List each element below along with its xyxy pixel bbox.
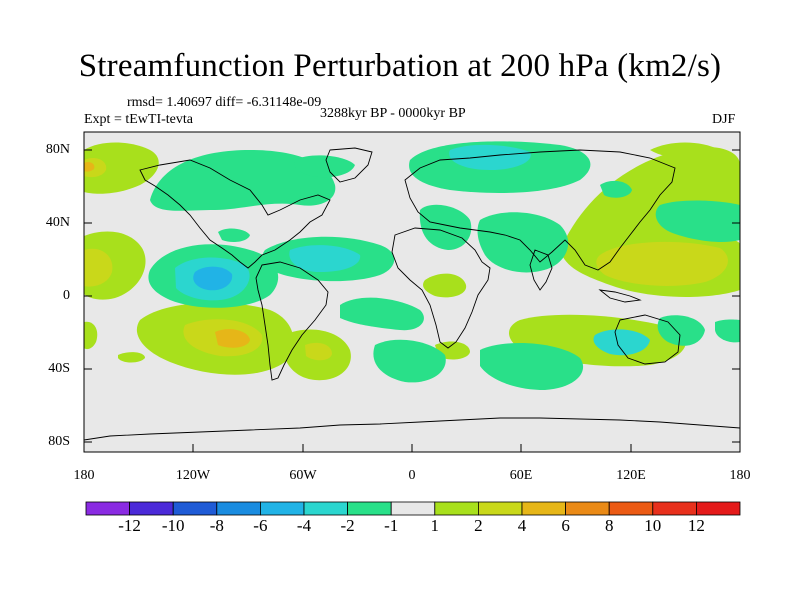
colorbar-label-9: 4	[517, 516, 527, 535]
negative-region-east-asia-north	[600, 180, 632, 198]
negative-region-south-pacific-east	[657, 315, 705, 346]
rmsd-stats: rmsd= 1.40697 diff= -6.31148e-09	[127, 95, 322, 110]
positive-region-asia-core	[596, 241, 728, 286]
negative-anomaly-regions-2	[175, 144, 650, 356]
colorbar-box-0	[85, 501, 130, 516]
colorbar-label-5: -2	[340, 516, 355, 535]
coast-indonesia	[598, 289, 642, 303]
lon-label-180-west: 180	[73, 468, 95, 483]
negative-region-tropical-atlantic-core	[289, 245, 361, 272]
negative-region-south-atlantic	[373, 339, 446, 383]
colorbar-box-3	[216, 501, 261, 516]
experiment-label: Expt = tEwTI-tevta	[84, 112, 193, 127]
lat-label-80s: 80S	[48, 434, 70, 449]
season-label: DJF	[712, 112, 736, 127]
negative-region-mediterranean	[419, 204, 472, 250]
positive-region-north-pacific	[84, 142, 159, 194]
colorbar-box-10	[521, 501, 566, 516]
positive-region-north-atlantic	[650, 142, 720, 159]
colorbar-box-4	[259, 501, 305, 516]
lat-label-40n: 40N	[45, 215, 70, 230]
lon-label-60w: 60W	[289, 468, 317, 483]
coast-greenland	[325, 147, 373, 183]
colorbar-label-12: 10	[644, 516, 662, 535]
negative-region-tropical-pacific-peak	[193, 266, 233, 291]
axis-ticks	[84, 149, 740, 452]
lon-label-120w: 120W	[175, 468, 211, 483]
negative-region-southeast-pacific	[715, 319, 740, 343]
negative-region-north-america	[150, 150, 336, 211]
negative-region-arctic-canada	[294, 155, 355, 178]
coast-north-america	[139, 159, 331, 269]
positive-region-equatorial-atlantic	[423, 273, 467, 298]
colorbar-label-8: 2	[474, 516, 483, 535]
coast-antarctica	[84, 417, 740, 441]
colorbar-box-5	[303, 501, 348, 516]
negative-region-gulf	[218, 228, 250, 243]
map-title: Streamfunction Perturbation at 200 hPa (…	[78, 48, 722, 84]
negative-region-north-pacific-east	[655, 200, 740, 243]
colorbar-label-3: -6	[253, 516, 268, 535]
colorbar-box-11	[565, 501, 610, 516]
colorbar-label-0: -12	[118, 516, 141, 535]
negative-region-south-atlantic-band	[340, 297, 424, 331]
colorbar-label-10: 6	[561, 516, 570, 535]
coast-south-america	[255, 261, 329, 381]
lat-label-80n: 80N	[45, 142, 70, 157]
colorbar-box-9	[477, 501, 523, 516]
lat-label-0: 0	[63, 288, 70, 303]
positive-region-east-pacific-core	[84, 248, 113, 287]
positive-region-sw-pacific	[84, 321, 98, 350]
coast-india	[529, 249, 553, 291]
lon-label-120e: 120E	[616, 468, 646, 483]
coast-australia	[614, 314, 681, 365]
lat-label-40s: 40S	[48, 361, 70, 376]
lon-label-60e: 60E	[509, 468, 533, 483]
lon-label-0: 0	[408, 468, 416, 483]
positive-region-south-atlantic-core	[305, 342, 332, 361]
colorbar-label-7: 1	[430, 516, 440, 535]
colorbar-label-2: -8	[209, 516, 224, 535]
colorbar-box-13	[652, 501, 697, 516]
map-field	[84, 132, 740, 452]
coast-africa	[391, 227, 491, 349]
negative-region-siberia-core	[449, 144, 531, 170]
colorbar-label-13: 12	[687, 516, 705, 535]
negative-region-indian-core	[593, 329, 650, 356]
colorbar-box-2	[172, 501, 218, 516]
colorbar-box-6	[347, 501, 392, 516]
positive-region-south-pacific-small	[118, 352, 145, 363]
positive-region-south-pacific-peak	[215, 329, 250, 348]
colorbar-label-11: 8	[604, 516, 614, 535]
positive-region-north-pacific-peak	[84, 161, 95, 172]
colorbar-box-7	[390, 501, 436, 516]
colorbar-box-8	[434, 501, 479, 516]
colorbar	[85, 501, 741, 516]
colorbar-box-12	[608, 501, 654, 516]
positive-anomaly-regions-3	[84, 161, 250, 348]
colorbar-label-4: -4	[296, 516, 312, 535]
lon-label-180-east: 180	[729, 468, 751, 483]
period-label: 3288kyr BP - 0000kyr BP	[320, 106, 466, 121]
negative-anomaly-regions-3	[193, 266, 233, 291]
negative-region-southern-indian	[480, 343, 584, 390]
colorbar-box-1	[129, 501, 174, 516]
colorbar-label-1: -10	[161, 516, 185, 535]
colorbar-label-6: -1	[384, 516, 399, 535]
coastlines	[84, 147, 740, 441]
colorbar-box-14	[696, 501, 741, 516]
coast-eurasia	[404, 149, 676, 271]
